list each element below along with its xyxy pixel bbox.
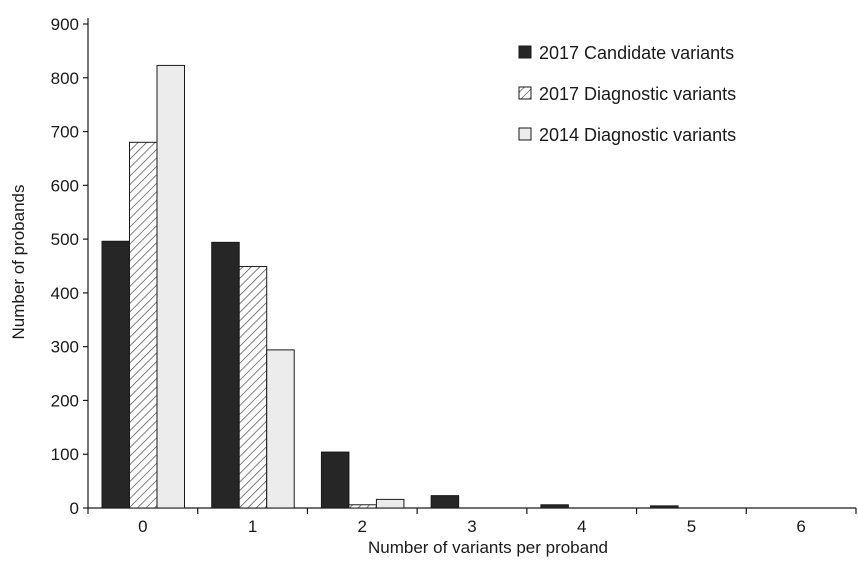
y-tick-label: 900 [51,15,79,34]
legend-swatch [518,86,532,100]
bar-solid-cat-2 [320,451,350,509]
x-tick-label: 5 [687,517,696,536]
y-axis-title: Number of probands [9,185,28,340]
y-tick-label: 200 [51,391,79,410]
y-tick-label: 500 [51,230,79,249]
x-axis-title: Number of variants per proband [368,538,608,557]
x-tick-label: 0 [138,517,147,536]
legend-label: 2017 Candidate variants [539,43,734,63]
bar-solid-cat-1 [211,241,240,509]
bar-hatched-cat-0 [129,141,158,509]
y-tick-label: 800 [51,69,79,88]
x-tick-label: 2 [358,517,367,536]
bars [101,64,679,509]
bar-hatched-cat-1 [238,266,268,509]
axes [83,18,857,514]
legend-label: 2017 Diagnostic variants [539,84,736,104]
legend: 2017 Candidate variants 2017 Diagnostic v… [518,43,736,145]
x-tick-label: 6 [796,517,805,536]
x-tick-label: 3 [467,517,476,536]
bar-light-cat-2 [375,498,405,509]
y-tick-label: 700 [51,123,79,142]
bar-hatched-cat-2 [348,504,377,509]
y-tick-label: 100 [51,445,79,464]
y-tick-label: 400 [51,284,79,303]
bar-solid-cat-3 [430,495,460,509]
bar-solid-cat-0 [101,240,130,509]
legend-label: 2014 Diagnostic variants [539,125,736,145]
bar-solid-cat-5 [650,505,679,509]
legend-swatch [518,45,532,59]
y-tick-label: 600 [51,176,79,195]
bar-light-cat-1 [266,349,295,509]
x-tick-label: 1 [248,517,257,536]
y-tick-label: 300 [51,338,79,357]
bar-solid-cat-4 [540,504,569,509]
legend-swatch [518,127,532,141]
bar-light-cat-0 [156,64,185,509]
x-tick-label: 4 [577,517,586,536]
y-tick-label: 0 [70,499,79,518]
tick-labels: 0 100 200 300 400 500 600 700 800 900 0 1 2 3 4 5 6 [51,15,806,536]
